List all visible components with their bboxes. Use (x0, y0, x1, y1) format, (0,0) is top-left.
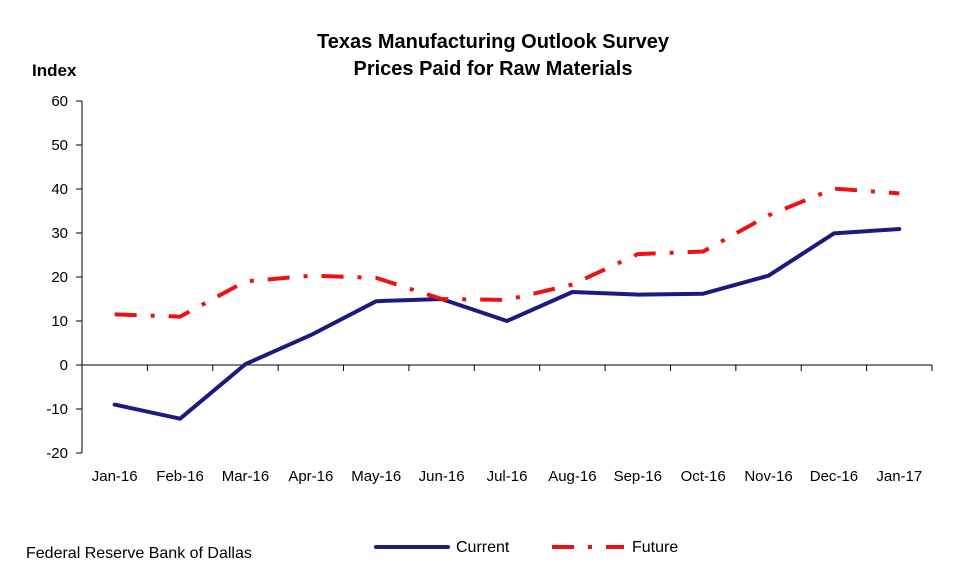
legend: Current Future (374, 539, 678, 556)
x-tick-label: May-16 (351, 468, 401, 485)
legend-label-current: Current (456, 539, 510, 556)
x-tick-label: Jul-16 (487, 468, 528, 485)
x-axis-ticks: Jan-16 Feb-16 Mar-16 Apr-16 May-16 Jun-16 Jul-… (81, 365, 933, 485)
series-line-current (112, 227, 902, 421)
x-tick-label: Mar-16 (222, 468, 270, 485)
y-tick-label: 60 (51, 93, 68, 110)
y-axis-ticks: -20 -10 0 10 20 30 40 50 60 (46, 93, 82, 462)
x-tick-label: Jan-17 (876, 468, 922, 485)
y-tick-label: -20 (46, 445, 68, 462)
y-tick-label: 20 (51, 269, 68, 286)
series-layer (112, 186, 902, 421)
chart-title: Texas Manufacturing Outlook Survey (317, 31, 670, 53)
x-tick-label: Apr-16 (288, 468, 333, 485)
x-tick-label: Jan-16 (92, 468, 138, 485)
x-tick-label: Jun-16 (419, 468, 465, 485)
y-axis-label: Index (32, 61, 77, 80)
legend-label-future: Future (632, 539, 678, 556)
axes (81, 101, 932, 453)
source-label: Federal Reserve Bank of Dallas (26, 545, 252, 562)
y-tick-label: 40 (51, 181, 68, 198)
chart-subtitle: Prices Paid for Raw Materials (353, 58, 632, 80)
y-tick-label: -10 (46, 401, 68, 418)
y-tick-label: 30 (51, 225, 68, 242)
x-tick-label: Aug-16 (548, 468, 596, 485)
y-tick-label: 50 (51, 137, 68, 154)
x-tick-label: Feb-16 (156, 468, 204, 485)
y-tick-label: 0 (60, 357, 68, 374)
x-tick-label: Dec-16 (810, 468, 858, 485)
x-tick-label: Oct-16 (681, 468, 726, 485)
series-line-future (114, 186, 900, 319)
x-tick-label: Nov-16 (744, 468, 792, 485)
y-tick-label: 10 (51, 313, 68, 330)
x-tick-label: Sep-16 (614, 468, 662, 485)
